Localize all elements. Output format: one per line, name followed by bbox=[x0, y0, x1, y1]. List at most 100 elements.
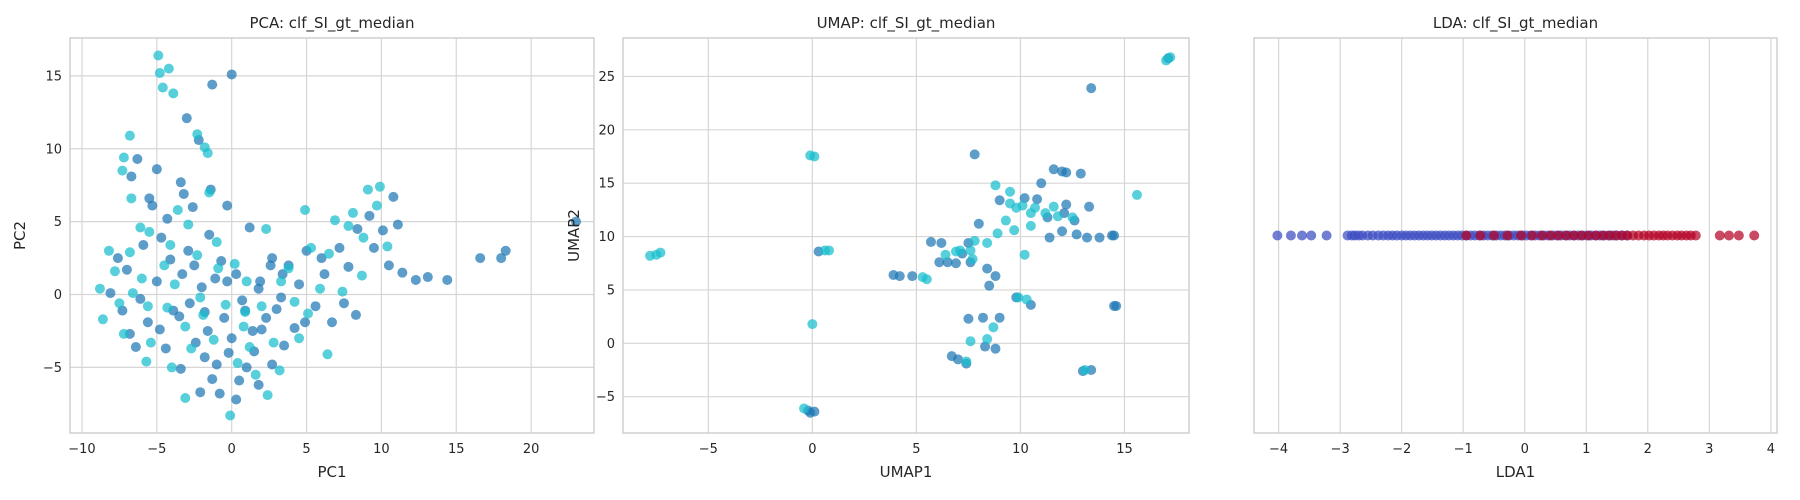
scatter-point-series-1 bbox=[322, 349, 333, 360]
scatter-point-series-1 bbox=[274, 365, 285, 376]
chart-title: UMAP: clf_SI_gt_median bbox=[817, 14, 996, 33]
scatter-point-series-0 bbox=[222, 276, 233, 287]
scatter-point-series-1 bbox=[114, 298, 125, 309]
x-tick-label: 4 bbox=[1767, 442, 1775, 457]
x-tick-label: 20 bbox=[523, 442, 540, 457]
scatter-point-series-1 bbox=[1561, 230, 1572, 241]
x-tick-label: 1 bbox=[1582, 442, 1590, 457]
scatter-point-series-1 bbox=[154, 67, 165, 78]
scatter-point-series-0 bbox=[934, 257, 945, 268]
y-tick-label: −5 bbox=[596, 390, 615, 405]
scatter-point-series-0 bbox=[294, 279, 305, 290]
y-tick-label: 10 bbox=[598, 230, 615, 245]
x-axis-label: PC1 bbox=[317, 463, 346, 481]
scatter-point-series-0 bbox=[1111, 300, 1122, 311]
scatter-point-series-0 bbox=[226, 69, 237, 80]
x-axis-label: UMAP1 bbox=[880, 463, 933, 481]
scatter-point-series-1 bbox=[204, 187, 215, 198]
scatter-point-series-0 bbox=[105, 288, 116, 299]
scatter-point-series-0 bbox=[151, 164, 162, 175]
scatter-point-series-0 bbox=[271, 304, 282, 315]
scatter-point-series-1 bbox=[1576, 230, 1587, 241]
scatter-point-series-1 bbox=[371, 200, 382, 211]
scatter-point-series-0 bbox=[442, 274, 453, 285]
scatter-point-series-0 bbox=[151, 276, 162, 287]
scatter-point-series-1 bbox=[1475, 230, 1486, 241]
scatter-point-series-1 bbox=[118, 328, 129, 339]
scatter-point-series-0 bbox=[247, 325, 258, 336]
scatter-point-series-1 bbox=[356, 270, 367, 281]
scatter-point-series-0 bbox=[138, 239, 149, 250]
scatter-point-series-1 bbox=[990, 180, 1001, 191]
scatter-point-series-1 bbox=[1040, 208, 1051, 219]
scatter-point-series-0 bbox=[276, 292, 287, 303]
scatter-point-series-1 bbox=[824, 245, 835, 256]
scatter-point-series-0 bbox=[963, 313, 974, 324]
scatter-point-series-0 bbox=[1032, 194, 1043, 205]
scatter-point-series-1 bbox=[168, 88, 179, 99]
scatter-point-series-1 bbox=[1025, 220, 1036, 231]
scatter-point-series-0 bbox=[244, 222, 255, 233]
scatter-point-series-1 bbox=[965, 336, 976, 347]
scatter-point-series-0 bbox=[475, 253, 486, 264]
scatter-point-series-0 bbox=[207, 374, 218, 385]
x-tick-label: −3 bbox=[1331, 442, 1350, 457]
scatter-point-series-0 bbox=[126, 171, 137, 182]
chart-title: LDA: clf_SI_gt_median bbox=[1433, 14, 1598, 33]
scatter-point-series-0 bbox=[156, 232, 167, 243]
scatter-point-series-1 bbox=[238, 321, 249, 332]
scatter-point-series-0 bbox=[223, 347, 234, 358]
scatter-point-series-1 bbox=[208, 334, 219, 345]
scatter-point-series-0 bbox=[953, 354, 964, 365]
scatter-point-series-0 bbox=[279, 340, 290, 351]
scatter-point-series-1 bbox=[276, 276, 287, 287]
scatter-point-series-1 bbox=[159, 260, 170, 271]
scatter-point-series-0 bbox=[196, 282, 207, 293]
scatter-point-series-0 bbox=[1075, 168, 1086, 179]
scatter-point-series-0 bbox=[289, 323, 300, 334]
x-tick-label: 5 bbox=[302, 442, 310, 457]
scatter-point-series-1 bbox=[118, 152, 129, 163]
scatter-point-series-1 bbox=[1527, 230, 1538, 241]
x-tick-label: −5 bbox=[147, 442, 166, 457]
scatter-point-series-0 bbox=[1057, 226, 1068, 237]
scatter-point-series-1 bbox=[382, 241, 393, 252]
scatter-point-series-1 bbox=[262, 390, 273, 401]
scatter-point-series-1 bbox=[163, 63, 174, 74]
scatter-point-series-1 bbox=[117, 165, 128, 176]
scatter-point-series-1 bbox=[141, 356, 152, 367]
scatter-point-series-0 bbox=[936, 237, 947, 248]
scatter-point-series-1 bbox=[343, 221, 354, 232]
scatter-point-series-0 bbox=[175, 363, 186, 374]
scatter-point-series-1 bbox=[162, 302, 173, 313]
scatter-point-series-1 bbox=[126, 193, 137, 204]
scatter-point-series-1 bbox=[1545, 230, 1556, 241]
scatter-point-series-1 bbox=[211, 237, 222, 248]
scatter-point-series-0 bbox=[1084, 201, 1095, 212]
scatter-point-series-1 bbox=[229, 258, 240, 269]
scatter-point-series-1 bbox=[362, 184, 373, 195]
scatter-point-series-0 bbox=[352, 223, 363, 234]
scatter-point-series-1 bbox=[232, 358, 243, 369]
x-axis-label: LDA1 bbox=[1496, 463, 1535, 481]
scatter-point-series-1 bbox=[186, 343, 197, 354]
scatter-point-series-0 bbox=[222, 200, 233, 211]
scatter-point-series-0 bbox=[226, 333, 237, 344]
x-tick-label: 10 bbox=[1012, 442, 1029, 457]
scatter-point-series-0 bbox=[253, 379, 264, 390]
scatter-point-series-0 bbox=[1285, 230, 1296, 241]
scatter-point-series-0 bbox=[327, 317, 337, 328]
scatter-point-series-0 bbox=[397, 267, 408, 278]
scatter-point-series-1 bbox=[157, 82, 168, 93]
scatter-point-series-0 bbox=[142, 317, 153, 328]
scatter-point-series-1 bbox=[809, 151, 820, 162]
scatter-point-series-1 bbox=[1461, 230, 1472, 241]
y-axis-label: UMAP2 bbox=[565, 209, 583, 262]
scatter-point-series-1 bbox=[180, 321, 191, 332]
scatter-point-series-1 bbox=[166, 362, 177, 373]
scatter-point-series-0 bbox=[310, 301, 321, 312]
scatter-point-series-0 bbox=[994, 195, 1005, 206]
scatter-point-series-0 bbox=[231, 269, 242, 280]
scatter-point-series-1 bbox=[1017, 200, 1028, 211]
scatter-point-series-1 bbox=[988, 322, 999, 333]
